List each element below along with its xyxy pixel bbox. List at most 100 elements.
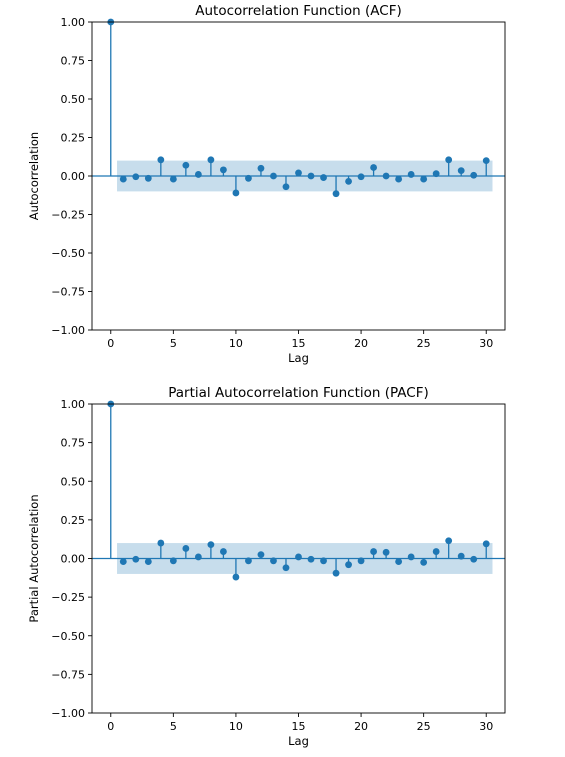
- x-tick-label: 20: [354, 337, 368, 350]
- chart-title: Autocorrelation Function (ACF): [195, 3, 402, 19]
- y-tick-label: −0.75: [51, 286, 85, 299]
- x-axis-label: Lag: [288, 734, 309, 748]
- y-tick-label: 0.75: [61, 55, 86, 68]
- y-tick-label: −0.25: [51, 591, 85, 604]
- x-tick-label: 30: [479, 720, 493, 733]
- stem-marker: [207, 156, 215, 164]
- stem-marker: [245, 174, 252, 182]
- stem-marker: [320, 174, 327, 181]
- stem-marker: [307, 172, 315, 180]
- x-tick-label: 25: [417, 337, 431, 350]
- stem-marker: [345, 561, 352, 569]
- stem-marker: [482, 540, 490, 548]
- x-tick-label: 0: [107, 337, 114, 350]
- y-tick-label: 1.00: [61, 16, 86, 29]
- x-tick-label: 15: [292, 720, 306, 733]
- y-tick-label: −1.00: [51, 707, 85, 720]
- chart-panel-2: 0 5 10 15 20 25 30 −1.00 −0.75 −0.50 −0.25 0.00 0.25…: [27, 385, 506, 748]
- stem-marker: [457, 167, 465, 175]
- stem-marker: [132, 173, 140, 181]
- y-tick-label: 0.50: [61, 475, 86, 488]
- stem-marker: [194, 553, 202, 561]
- y-tick-label: 0.25: [61, 514, 86, 527]
- stem-marker: [119, 175, 127, 183]
- x-tick-label: 25: [417, 720, 431, 733]
- chart-panel-1: 0 5 10 15 20 25 30 −1.00 −0.75 −0.50 −0.25 0.00 0.25…: [27, 3, 506, 365]
- y-tick-label: 0.00: [61, 553, 86, 566]
- stem-marker: [132, 555, 140, 563]
- stem-marker: [332, 190, 340, 198]
- y-tick-label: 1.00: [61, 398, 86, 411]
- stem-marker: [157, 156, 165, 164]
- x-tick-label: 10: [229, 337, 243, 350]
- stem-marker: [457, 552, 465, 560]
- x-tick-label: 5: [170, 337, 177, 350]
- stem-marker: [432, 170, 440, 178]
- stem-marker: [282, 564, 290, 572]
- stem-marker: [407, 553, 415, 561]
- y-tick-label: −0.75: [51, 668, 85, 681]
- stem-marker: [382, 548, 390, 556]
- stem-marker: [232, 189, 240, 197]
- y-tick-label: −0.25: [51, 209, 85, 222]
- stem-marker: [245, 557, 252, 565]
- y-tick-label: −0.50: [51, 630, 85, 643]
- stem-marker: [482, 157, 490, 165]
- y-tick-label: −1.00: [51, 324, 85, 337]
- stem-marker: [169, 175, 177, 183]
- x-tick-label: 20: [354, 720, 368, 733]
- stem-marker: [395, 558, 403, 565]
- y-axis-label: Partial Autocorrelation: [27, 494, 41, 622]
- stem-marker: [232, 573, 240, 581]
- stem-marker: [270, 172, 277, 180]
- stem-marker: [420, 558, 428, 566]
- stem-marker: [257, 164, 265, 172]
- y-tick-label: 0.50: [61, 93, 86, 106]
- chart-title: Partial Autocorrelation Function (PACF): [168, 385, 429, 401]
- stem-marker: [257, 551, 265, 559]
- stem-marker: [307, 555, 315, 563]
- stem-marker: [182, 161, 190, 169]
- stem-marker: [220, 548, 227, 555]
- stem-marker: [295, 169, 302, 177]
- stem-marker: [395, 175, 403, 183]
- stem-marker: [332, 569, 340, 577]
- stem-marker: [194, 171, 202, 178]
- y-tick-label: 0.00: [61, 170, 86, 183]
- stem-marker: [420, 175, 428, 183]
- y-tick-label: −0.50: [51, 247, 85, 260]
- stem-marker: [144, 174, 152, 182]
- stem-marker: [470, 171, 478, 179]
- stem-marker: [382, 172, 390, 180]
- stem-marker: [119, 558, 127, 565]
- stem-marker: [432, 548, 440, 555]
- x-tick-label: 15: [292, 337, 306, 350]
- x-tick-label: 5: [170, 720, 177, 733]
- x-tick-label: 10: [229, 720, 243, 733]
- stem-marker: [295, 553, 302, 561]
- stem-marker: [320, 557, 327, 565]
- x-tick-label: 0: [107, 720, 114, 733]
- y-tick-label: 0.25: [61, 132, 86, 145]
- stem-marker: [220, 166, 227, 174]
- stem-marker: [357, 557, 365, 565]
- stem-marker: [207, 541, 215, 548]
- stem-marker: [445, 156, 453, 164]
- stem-marker: [144, 558, 152, 565]
- stem-marker: [282, 183, 290, 191]
- stem-marker: [470, 555, 478, 563]
- x-tick-label: 30: [479, 337, 493, 350]
- stem-marker: [370, 164, 377, 171]
- stem-marker: [270, 557, 277, 565]
- stem-marker: [357, 173, 365, 181]
- stem-marker: [345, 177, 352, 185]
- y-axis-label: Autocorrelation: [27, 132, 41, 220]
- y-tick-label: 0.75: [61, 437, 86, 450]
- stem-marker: [407, 171, 415, 178]
- stem-marker: [157, 539, 165, 547]
- stem-marker: [169, 557, 177, 565]
- stem-marker: [445, 537, 453, 545]
- stem-marker: [370, 548, 377, 555]
- stem-marker: [182, 545, 190, 552]
